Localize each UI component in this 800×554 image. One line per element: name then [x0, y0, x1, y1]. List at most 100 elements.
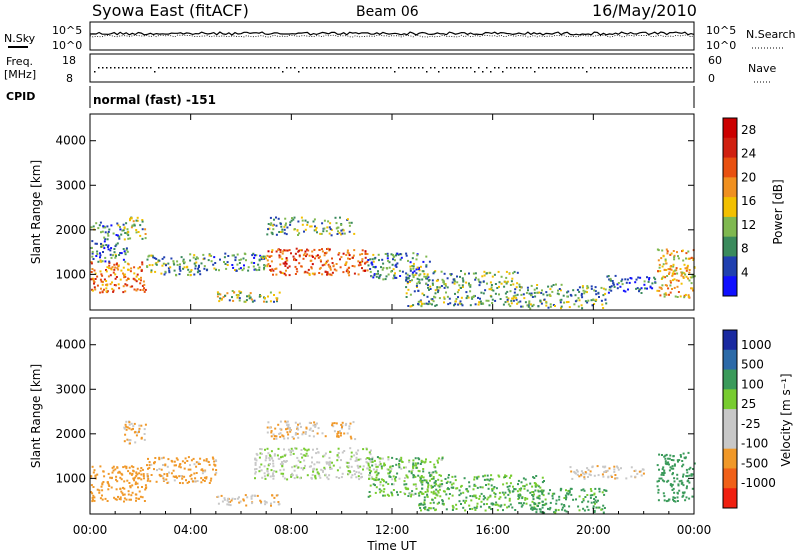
data-cell [417, 302, 420, 305]
data-cell [504, 496, 507, 499]
data-cell [406, 273, 409, 276]
freq-dot [134, 67, 136, 69]
data-cell [518, 283, 521, 286]
freq-dot [274, 67, 276, 69]
data-cell [94, 272, 97, 275]
data-cell [141, 228, 144, 231]
data-cell [123, 238, 126, 241]
data-cell [432, 476, 435, 478]
data-cell [113, 263, 116, 266]
data-cell [681, 271, 684, 274]
data-cell [119, 228, 122, 231]
data-cell [286, 249, 289, 252]
data-cell [458, 500, 461, 503]
data-cell [479, 297, 481, 300]
data-cell [220, 494, 223, 497]
data-cell [335, 476, 338, 479]
data-cell [436, 288, 439, 291]
data-cell [242, 267, 245, 270]
data-cell [254, 254, 256, 257]
data-cell [375, 470, 378, 473]
data-cell [300, 265, 303, 268]
data-cell [194, 258, 197, 261]
data-cell [129, 442, 131, 445]
data-cell [365, 461, 368, 464]
data-cell [509, 482, 512, 485]
data-cell [263, 500, 266, 503]
data-cell [404, 486, 407, 489]
data-cell [414, 457, 417, 460]
data-cell [255, 468, 258, 470]
data-cell [275, 267, 278, 270]
data-cell [400, 456, 403, 459]
data-cell [378, 275, 381, 278]
data-cell [273, 454, 276, 457]
data-cell [253, 262, 256, 264]
data-cell [135, 280, 138, 283]
data-cell [283, 460, 285, 463]
data-cell [172, 260, 175, 263]
data-cell [660, 477, 663, 480]
data-cell [348, 224, 351, 227]
data-cell [418, 503, 421, 506]
data-cell [321, 250, 324, 253]
data-cell [413, 270, 416, 273]
data-cell [484, 509, 487, 512]
data-cell [251, 494, 254, 497]
data-cell [441, 457, 444, 460]
data-cell [163, 256, 166, 259]
data-cell [373, 478, 375, 481]
data-cell [692, 289, 694, 292]
data-cell [378, 464, 381, 467]
data-cell [593, 303, 596, 305]
data-cell [190, 473, 193, 476]
data-cell [337, 452, 340, 454]
data-cell [196, 257, 199, 260]
data-cell [443, 286, 446, 289]
data-cell [673, 491, 676, 494]
data-cell [389, 465, 392, 468]
data-cell [130, 267, 133, 270]
data-cell [533, 507, 536, 510]
data-cell [356, 464, 359, 467]
data-cell [494, 493, 497, 496]
data-cell [94, 474, 97, 477]
data-cell [419, 463, 422, 465]
data-cell [405, 466, 407, 469]
data-cell [328, 248, 331, 251]
data-cell [270, 502, 272, 505]
data-cell [539, 508, 542, 511]
data-cell [143, 500, 146, 502]
data-cell [123, 480, 126, 483]
data-cell [281, 455, 284, 458]
data-cell [473, 476, 476, 479]
data-cell [616, 466, 619, 469]
data-cell [349, 422, 352, 425]
data-cell [495, 501, 498, 504]
data-cell [285, 428, 287, 431]
data-cell [91, 289, 94, 292]
nave-tick-high: 60 [708, 54, 722, 67]
data-cell [630, 277, 633, 280]
data-cell [136, 482, 139, 485]
data-cell [483, 270, 486, 273]
data-cell [173, 460, 176, 463]
data-cell [93, 496, 96, 499]
data-cell [419, 477, 422, 480]
data-cell [123, 227, 126, 230]
freq-dot [682, 67, 684, 69]
data-cell [125, 425, 128, 428]
data-cell [372, 468, 375, 471]
data-cell [510, 299, 513, 302]
data-cell [123, 487, 126, 490]
data-cell [593, 509, 596, 512]
data-cell [682, 475, 684, 478]
data-cell [505, 270, 508, 273]
data-cell [183, 266, 186, 269]
freq-dot [518, 67, 520, 69]
data-cell [157, 260, 160, 263]
data-cell [161, 475, 164, 477]
data-cell [407, 495, 410, 497]
data-cell [432, 507, 435, 510]
data-cell [460, 503, 462, 505]
